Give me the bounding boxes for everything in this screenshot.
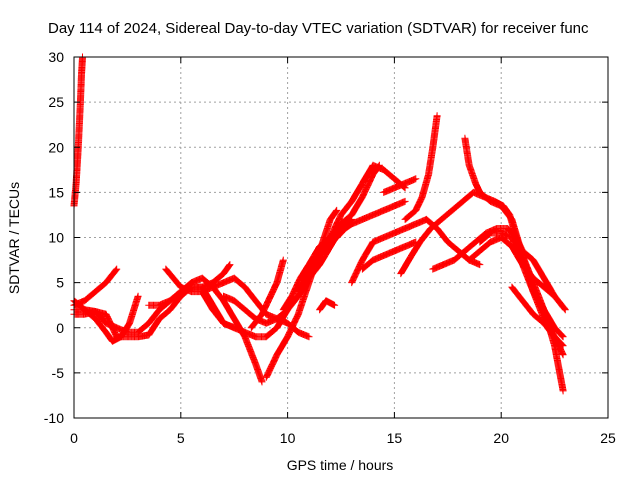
series-track-08 (198, 274, 313, 341)
data-point-markers (198, 274, 313, 341)
data-point-markers (380, 175, 420, 196)
data-point-markers (465, 234, 569, 314)
series-track-14 (316, 297, 339, 314)
series-track-13 (294, 161, 409, 296)
y-tick-label: 15 (48, 184, 64, 200)
x-tick-label: 0 (70, 430, 78, 446)
series-track-24 (465, 234, 569, 314)
tick-layer: 0 5 10 15 20 25 -10 -5 0 5 10 15 20 25 30 (44, 49, 616, 446)
series-track-17 (358, 238, 420, 273)
series-track-15 (333, 197, 409, 241)
y-axis-label: SDTVAR / TECUs (6, 182, 22, 294)
data-point-markers (247, 256, 287, 332)
series-track-18 (380, 175, 420, 196)
data-point-markers (333, 197, 409, 241)
y-tick-label: -5 (52, 365, 65, 381)
y-tick-label: 0 (56, 320, 64, 336)
series-track-16 (348, 215, 484, 287)
data-point-markers (508, 283, 567, 350)
data-point-markers (316, 297, 339, 314)
y-tick-label: 5 (56, 275, 64, 291)
x-tick-label: 25 (600, 430, 616, 446)
chart-title: Day 114 of 2024, Sidereal Day-to-day VTE… (48, 20, 589, 37)
y-tick-label: 25 (48, 94, 64, 110)
series-track-11 (247, 256, 287, 332)
data-point-markers (294, 161, 409, 296)
y-tick-label: 30 (48, 49, 64, 65)
y-tick-label: 20 (48, 139, 64, 155)
x-tick-label: 5 (177, 430, 185, 446)
y-tick-label: 10 (48, 230, 64, 246)
data-point-markers (358, 238, 420, 273)
data-layer (70, 53, 569, 395)
series-track-07 (162, 265, 292, 341)
y-tick-label: -10 (44, 410, 64, 426)
series-track-25 (508, 283, 567, 350)
x-tick-label: 15 (387, 430, 403, 446)
x-tick-label: 10 (280, 430, 296, 446)
x-axis-label: GPS time / hours (287, 457, 394, 473)
data-point-markers (162, 265, 292, 341)
grid-layer (74, 57, 608, 418)
data-point-markers (348, 215, 484, 287)
data-point-markers (401, 112, 441, 223)
x-tick-label: 20 (493, 430, 509, 446)
series-track-19 (401, 112, 441, 223)
